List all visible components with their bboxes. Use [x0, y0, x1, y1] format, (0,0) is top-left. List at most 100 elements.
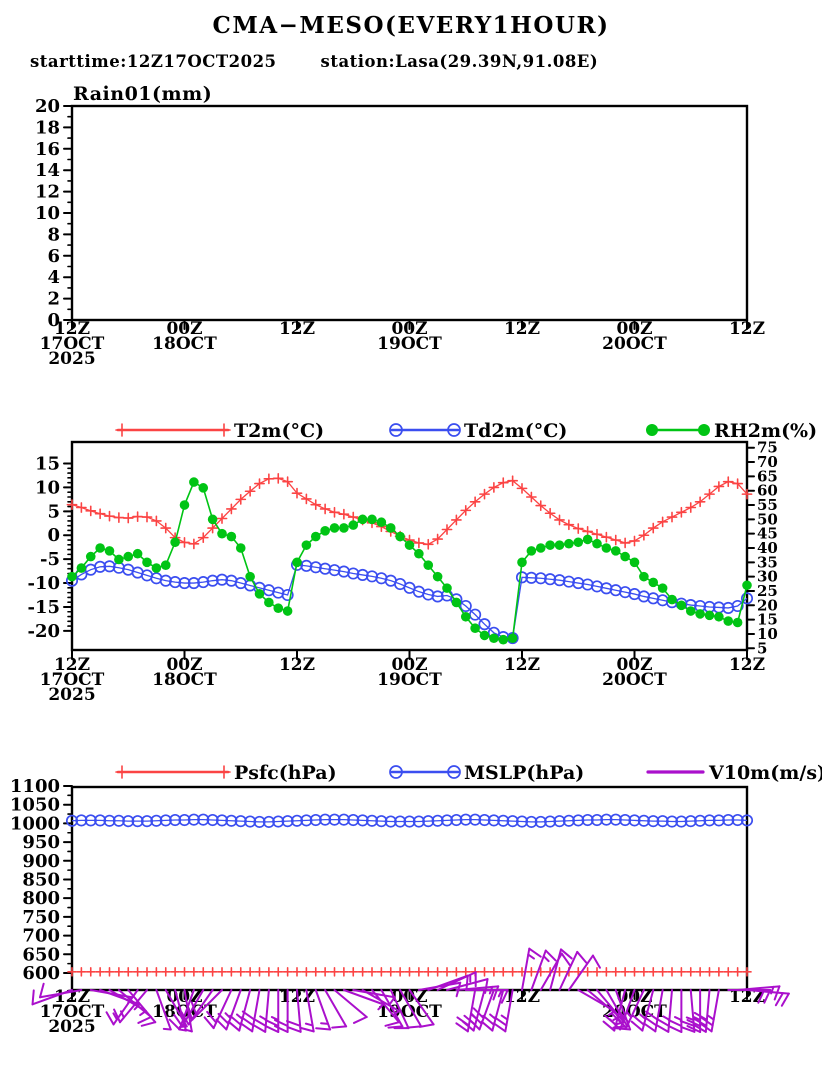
svg-text:1100: 1100	[10, 776, 60, 797]
v10m-series	[31, 947, 790, 1033]
svg-text:19OCT: 19OCT	[377, 670, 442, 690]
station-label: station:Lasa(29.39N,91.08E)	[320, 52, 599, 71]
svg-text:750: 750	[22, 907, 60, 928]
psfc-legend-item	[115, 765, 231, 779]
svg-text:MSLP(hPa): MSLP(hPa)	[464, 762, 584, 784]
svg-text:700: 700	[22, 926, 60, 947]
svg-text:60: 60	[757, 482, 778, 500]
svg-text:12Z: 12Z	[279, 655, 315, 675]
legend: T2m(°C) Td2m(°C) RH2m(%)	[115, 420, 817, 442]
svg-text:T2m(°C): T2m(°C)	[234, 420, 324, 442]
legend: Psfc(hPa) MSLP(hPa) V10m(m/s)	[115, 762, 822, 784]
svg-text:65: 65	[757, 467, 778, 485]
plot-frame	[70, 104, 749, 322]
svg-text:12Z: 12Z	[54, 655, 90, 675]
svg-text:00Z: 00Z	[166, 655, 202, 675]
svg-text:12Z: 12Z	[504, 655, 540, 675]
svg-text:10: 10	[35, 477, 60, 498]
svg-text:5: 5	[47, 501, 60, 522]
svg-text:0: 0	[47, 310, 60, 331]
svg-text:12Z: 12Z	[504, 319, 540, 339]
svg-text:40: 40	[757, 539, 778, 557]
svg-text:12Z: 12Z	[729, 987, 765, 1007]
starttime-label: starttime:12Z17OCT2025	[30, 52, 277, 71]
svg-text:00Z: 00Z	[391, 655, 427, 675]
svg-text:19OCT: 19OCT	[377, 334, 442, 354]
svg-text:Psfc(hPa): Psfc(hPa)	[234, 762, 337, 784]
svg-text:45: 45	[757, 525, 778, 543]
svg-text:00Z: 00Z	[166, 319, 202, 339]
psfc-series	[67, 967, 752, 977]
svg-text:2: 2	[47, 289, 60, 310]
svg-text:950: 950	[22, 832, 60, 853]
mslp-series	[65, 813, 754, 828]
svg-text:4: 4	[47, 267, 60, 288]
svg-text:14: 14	[35, 160, 60, 181]
svg-text:12Z: 12Z	[54, 987, 90, 1007]
svg-text:650: 650	[22, 944, 60, 965]
svg-text:-15: -15	[27, 597, 60, 618]
td2m-legend-item	[389, 423, 461, 437]
svg-text:70: 70	[757, 453, 778, 471]
svg-text:20: 20	[757, 596, 778, 614]
svg-text:850: 850	[22, 869, 60, 890]
t2m-legend-item	[115, 423, 231, 437]
svg-text:00Z: 00Z	[616, 655, 652, 675]
svg-text:15: 15	[35, 454, 60, 475]
svg-text:12Z: 12Z	[279, 319, 315, 339]
svg-text:-5: -5	[40, 549, 60, 570]
svg-text:800: 800	[22, 888, 60, 909]
svg-text:2025: 2025	[48, 349, 95, 369]
rh2m-series	[67, 477, 752, 645]
svg-text:6: 6	[47, 246, 60, 267]
svg-text:16: 16	[35, 139, 60, 160]
svg-text:8: 8	[47, 224, 60, 245]
svg-text:0: 0	[47, 525, 60, 546]
svg-text:1000: 1000	[10, 813, 60, 834]
svg-text:V10m(m/s): V10m(m/s)	[708, 762, 822, 784]
svg-text:2025: 2025	[48, 685, 95, 705]
svg-text:25: 25	[757, 582, 778, 600]
t2m-series	[66, 472, 753, 550]
page-title: CMA−MESO(EVERY1HOUR)	[212, 12, 610, 39]
svg-text:17OCT: 17OCT	[40, 670, 105, 690]
subtitle: starttime:12Z17OCT2025 station:Lasa(29.39…	[30, 52, 642, 71]
svg-text:75: 75	[757, 439, 778, 457]
svg-text:55: 55	[757, 496, 778, 514]
svg-text:900: 900	[22, 851, 60, 872]
svg-text:20OCT: 20OCT	[602, 670, 667, 690]
rain-chart: 0246810121416182012Z17OCT202500Z18OCT12Z…	[35, 96, 765, 369]
rh2m-legend-item	[646, 424, 710, 436]
td2m-series	[65, 558, 754, 645]
svg-text:-20: -20	[27, 621, 60, 642]
svg-text:RH2m(%): RH2m(%)	[714, 420, 817, 442]
svg-text:Td2m(°C): Td2m(°C)	[464, 420, 567, 442]
svg-text:18OCT: 18OCT	[152, 334, 217, 354]
svg-text:17OCT: 17OCT	[40, 1002, 105, 1022]
pressure-wind-chart: 60065070075080085090095010001050110012Z1…	[10, 762, 822, 1037]
svg-text:-10: -10	[27, 573, 60, 594]
svg-text:18: 18	[35, 117, 60, 138]
svg-text:00Z: 00Z	[391, 319, 427, 339]
svg-text:1050: 1050	[10, 795, 60, 816]
svg-text:35: 35	[757, 553, 778, 571]
svg-text:50: 50	[757, 510, 778, 528]
svg-text:20: 20	[35, 96, 60, 117]
svg-text:12: 12	[35, 182, 60, 203]
rain-panel-title: Rain01(mm)	[73, 83, 213, 105]
svg-text:30: 30	[757, 568, 778, 586]
svg-text:15: 15	[757, 611, 778, 629]
svg-text:00Z: 00Z	[616, 319, 652, 339]
svg-text:10: 10	[35, 203, 60, 224]
svg-text:17OCT: 17OCT	[40, 334, 105, 354]
svg-text:600: 600	[22, 963, 60, 984]
svg-text:12Z: 12Z	[729, 655, 765, 675]
svg-text:12Z: 12Z	[54, 319, 90, 339]
svg-text:20OCT: 20OCT	[602, 334, 667, 354]
svg-text:5: 5	[757, 639, 767, 657]
